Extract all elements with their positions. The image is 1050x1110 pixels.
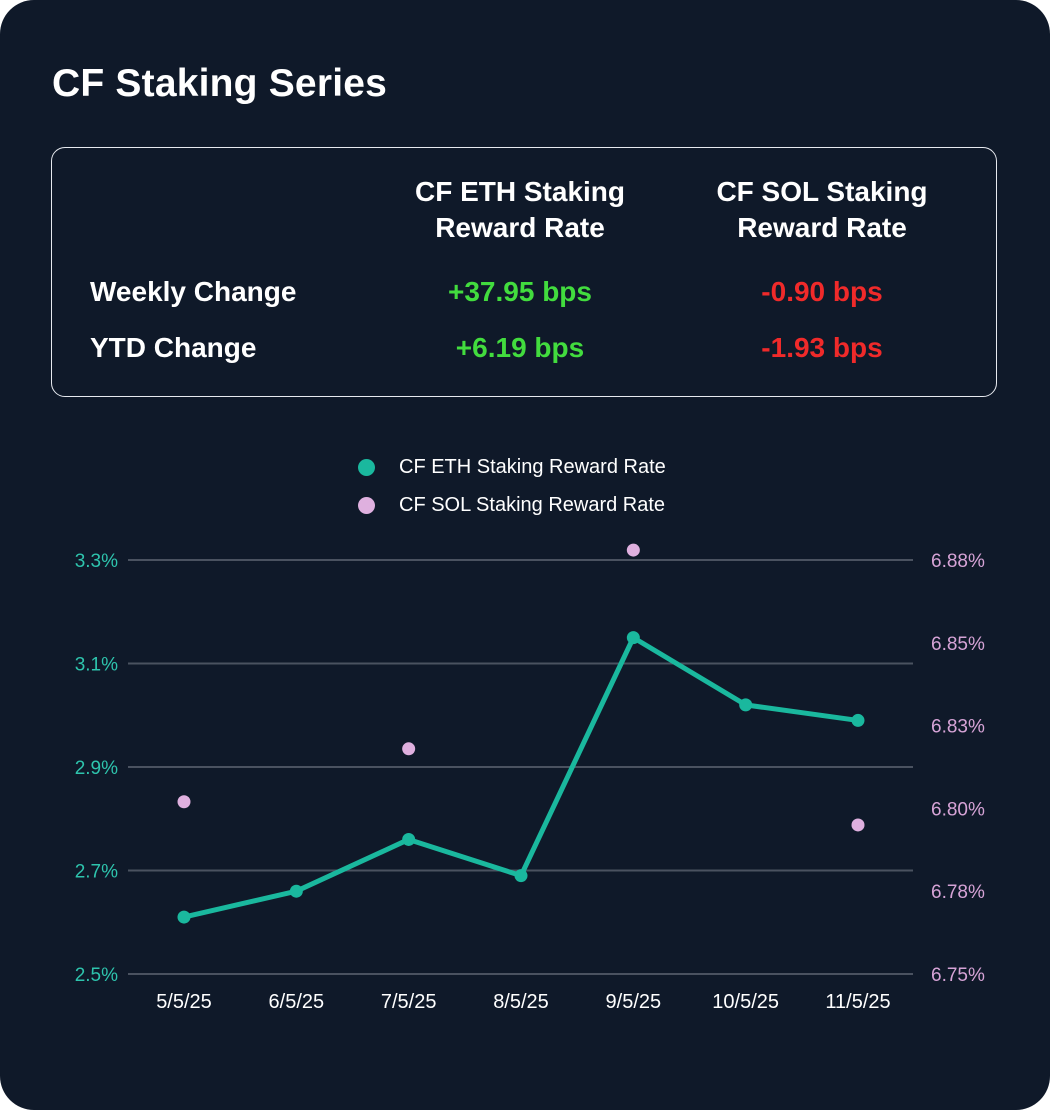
weekly-change-eth: +37.95 bps: [448, 276, 592, 307]
row-label-weekly: Weekly Change: [90, 276, 297, 307]
column-header-eth: CF ETH Staking Reward Rate: [370, 174, 670, 246]
x-axis-tick-label: 7/5/25: [381, 991, 437, 1013]
right-axis-tick-label: 6.88%: [931, 551, 985, 572]
eth-data-point: [514, 869, 528, 883]
column-header-eth-line1: CF ETH Staking: [414, 176, 625, 207]
legend-eth-label: CF ETH Staking Reward Rate: [399, 455, 666, 478]
left-axis-tick-label: 2.5%: [75, 965, 118, 986]
eth-data-point: [626, 631, 640, 645]
column-header-sol-line1: CF SOL Staking: [716, 176, 928, 207]
legend-eth-marker-icon: [358, 458, 375, 476]
eth-data-point: [739, 698, 753, 712]
column-header-eth-line2: Reward Rate: [435, 212, 605, 243]
row-label-ytd: YTD Change: [90, 332, 257, 363]
eth-data-point: [177, 910, 191, 924]
right-axis-tick-label: 6.85%: [931, 634, 985, 655]
eth-data-point: [851, 713, 865, 727]
sol-data-point: [626, 543, 640, 557]
chart-legend: CF ETH Staking Reward Rate CF SOL Stakin…: [358, 448, 666, 524]
legend-item-sol: CF SOL Staking Reward Rate: [358, 486, 666, 524]
x-axis-tick-label: 8/5/25: [493, 991, 549, 1013]
x-axis-tick-label: 11/5/25: [825, 991, 890, 1013]
ytd-change-sol: -1.93 bps: [761, 332, 883, 363]
right-axis-tick-label: 6.80%: [931, 799, 985, 820]
sol-data-point: [177, 795, 191, 809]
column-header-sol-line2: Reward Rate: [737, 212, 907, 243]
summary-table: CF ETH Staking Reward Rate CF SOL Stakin…: [51, 147, 997, 397]
left-axis-tick-label: 2.9%: [75, 758, 118, 779]
x-axis-tick-label: 6/5/25: [269, 991, 325, 1013]
x-axis-tick-label: 9/5/25: [606, 991, 662, 1013]
page-title: CF Staking Series: [52, 62, 388, 105]
x-axis-tick-label: 10/5/25: [712, 991, 779, 1013]
right-axis-tick-label: 6.78%: [931, 882, 985, 903]
legend-sol-label: CF SOL Staking Reward Rate: [399, 493, 666, 516]
eth-data-point: [402, 832, 416, 846]
line-chart: 3.3% 3.1% 2.9% 2.7% 2.5% 6.88% 6.85% 6.83% 6.80%…: [75, 543, 985, 1013]
sol-data-point: [402, 742, 416, 756]
legend-sol-marker-icon: [358, 496, 375, 514]
eth-data-point: [289, 884, 303, 898]
weekly-change-sol: -0.90 bps: [761, 276, 883, 307]
right-axis-tick-label: 6.75%: [931, 965, 985, 986]
sol-data-point: [851, 818, 865, 832]
left-axis-tick-label: 3.1%: [75, 655, 118, 676]
ytd-change-eth: +6.19 bps: [455, 332, 585, 363]
x-axis-tick-label: 5/5/25: [156, 991, 212, 1013]
right-axis-tick-label: 6.83%: [931, 717, 985, 738]
left-axis-tick-label: 3.3%: [75, 551, 118, 572]
legend-item-eth: CF ETH Staking Reward Rate: [358, 448, 666, 486]
column-header-sol: CF SOL Staking Reward Rate: [672, 174, 972, 246]
left-axis-tick-label: 2.7%: [75, 862, 118, 883]
